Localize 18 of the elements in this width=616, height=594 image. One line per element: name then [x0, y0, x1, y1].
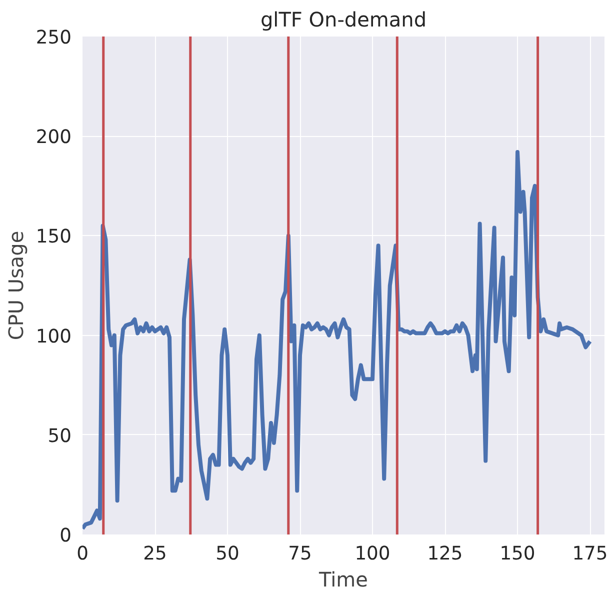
- y-tick-label: 250: [36, 28, 72, 48]
- x-tick-label: 175: [572, 544, 608, 564]
- chart-title: glTF On-demand: [260, 8, 427, 32]
- x-axis-title: Time: [318, 568, 368, 592]
- line-series: [82, 150, 592, 531]
- x-tick-label: 75: [288, 544, 312, 564]
- y-tick-label: 0: [60, 526, 72, 546]
- x-tick-label: 25: [143, 544, 167, 564]
- y-axis-title: CPU Usage: [4, 230, 28, 340]
- x-tick-label: 50: [216, 544, 240, 564]
- x-tick-label: 0: [76, 544, 88, 564]
- y-tick-label: 200: [36, 127, 72, 148]
- y-tick-label: 150: [36, 226, 72, 248]
- y-tick-label: 50: [48, 426, 72, 447]
- x-tick-label: 150: [500, 544, 536, 564]
- x-tick-label: 125: [427, 544, 463, 564]
- y-tick-label: 100: [36, 326, 72, 348]
- x-tick-label: 100: [354, 544, 390, 564]
